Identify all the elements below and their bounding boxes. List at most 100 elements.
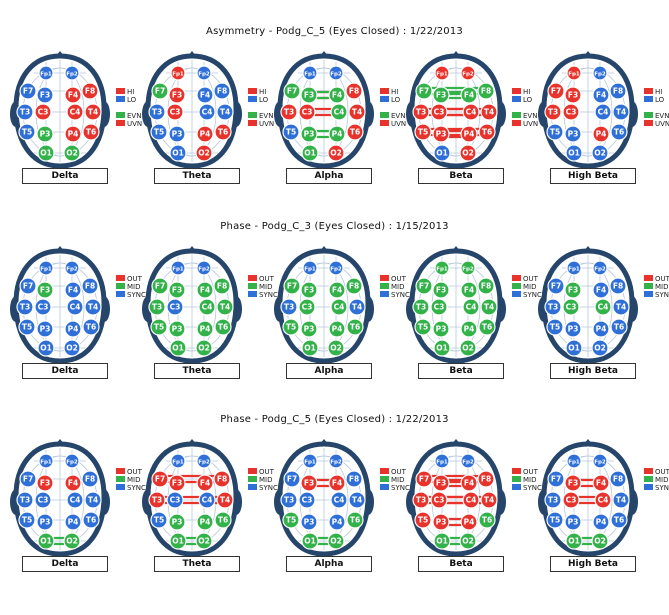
electrode-p4: P4	[592, 513, 610, 531]
svg-text:C3: C3	[566, 303, 577, 312]
legend-swatch	[380, 96, 389, 102]
electrode-p4: P4	[328, 513, 346, 531]
electrode-t6: T6	[610, 511, 628, 529]
svg-text:F8: F8	[349, 475, 359, 484]
electrode-fp2: Fp2	[592, 453, 608, 469]
svg-text:F3: F3	[436, 91, 446, 100]
svg-text:Fp2: Fp2	[330, 460, 342, 466]
electrode-t3: T3	[412, 103, 430, 121]
svg-text:T3: T3	[20, 303, 30, 312]
legend-swatch	[248, 120, 257, 126]
svg-text:C4: C4	[466, 303, 477, 312]
electrode-o1: O1	[433, 532, 451, 550]
svg-text:C4: C4	[598, 108, 609, 117]
legend-label: OUT	[127, 275, 142, 283]
electrode-f4: F4	[592, 281, 610, 299]
legend-item: MID	[512, 476, 537, 484]
svg-text:O2: O2	[462, 149, 474, 158]
electrode-fp1: Fp1	[38, 65, 54, 81]
svg-text:T5: T5	[22, 128, 32, 137]
electrode-f3: F3	[300, 281, 318, 299]
legend-label: HI	[259, 88, 267, 96]
band-label: Alpha	[286, 363, 372, 379]
svg-text:C4: C4	[202, 303, 213, 312]
electrode-c4: C4	[66, 298, 84, 316]
electrode-f8: F8	[609, 470, 627, 488]
svg-text:O2: O2	[330, 344, 342, 353]
svg-text:Fp2: Fp2	[594, 460, 606, 466]
electrode-t6: T6	[82, 123, 100, 141]
svg-text:O1: O1	[436, 344, 448, 353]
svg-text:P4: P4	[68, 518, 79, 527]
electrode-fp1: Fp1	[38, 453, 54, 469]
legend-label: SYNC	[655, 484, 669, 492]
svg-text:F4: F4	[68, 286, 78, 295]
electrode-fp2: Fp2	[196, 65, 212, 81]
electrode-c4: C4	[462, 103, 480, 121]
svg-text:F4: F4	[332, 286, 342, 295]
svg-text:C3: C3	[38, 303, 49, 312]
section-title: Phase - Podg_C_5 (Eyes Closed) : 1/22/20…	[220, 414, 449, 425]
svg-text:T5: T5	[418, 128, 428, 137]
svg-text:P4: P4	[68, 325, 79, 334]
svg-text:T5: T5	[418, 516, 428, 525]
electrode-f7: F7	[151, 277, 169, 295]
svg-text:P3: P3	[172, 325, 183, 334]
svg-text:T3: T3	[416, 496, 426, 505]
electrode-f3: F3	[36, 474, 54, 492]
electrode-t5: T5	[282, 511, 300, 529]
head-map-alpha: Fp1 Fp2 F7 F3 F4 F8 T3 C3 C4 T4 T5 P3 P4 T6 O1 O2 HI LO EV…	[272, 40, 406, 190]
svg-text:C4: C4	[202, 108, 213, 117]
electrode-f8: F8	[345, 277, 363, 295]
svg-text:P4: P4	[332, 130, 343, 139]
electrode-t4: T4	[84, 103, 102, 121]
head-diagram: Fp1 Fp2 F7 F3 F4 F8 T3 C3 C4 T4 T5 P3 P4 T6 O1 O2	[274, 439, 374, 556]
legend-item: SYNC	[380, 484, 410, 492]
svg-text:Fp1: Fp1	[40, 460, 52, 466]
legend-label: SYNC	[127, 484, 146, 492]
electrode-f3: F3	[168, 86, 186, 104]
electrode-t3: T3	[16, 298, 34, 316]
svg-text:Fp2: Fp2	[66, 460, 78, 466]
svg-text:T4: T4	[220, 108, 230, 117]
electrode-p4: P4	[592, 320, 610, 338]
svg-text:F4: F4	[332, 479, 342, 488]
electrode-t5: T5	[282, 123, 300, 141]
electrode-t6: T6	[214, 318, 232, 336]
electrode-fp1: Fp1	[38, 260, 54, 276]
electrode-fp2: Fp2	[328, 260, 344, 276]
svg-text:T4: T4	[352, 303, 362, 312]
electrode-t3: T3	[280, 103, 298, 121]
electrode-fp2: Fp2	[592, 260, 608, 276]
svg-text:F4: F4	[464, 479, 474, 488]
electrode-o2: O2	[63, 532, 81, 550]
svg-text:Fp2: Fp2	[198, 267, 210, 273]
electrode-f3: F3	[300, 474, 318, 492]
legend-swatch	[644, 112, 653, 118]
svg-text:T4: T4	[220, 303, 230, 312]
electrode-f4: F4	[64, 281, 82, 299]
electrode-o2: O2	[327, 532, 345, 550]
electrode-c3: C3	[34, 491, 52, 509]
electrode-t6: T6	[478, 318, 496, 336]
svg-text:F3: F3	[568, 91, 578, 100]
svg-text:T5: T5	[286, 516, 296, 525]
legend-swatch	[512, 88, 521, 94]
electrode-f7: F7	[415, 470, 433, 488]
electrode-t4: T4	[612, 103, 630, 121]
legend-label: OUT	[259, 468, 274, 476]
legend-swatch	[512, 275, 521, 281]
legend-label: LO	[127, 96, 137, 104]
electrode-p3: P3	[300, 513, 318, 531]
legend-label: MID	[391, 283, 405, 291]
electrode-fp2: Fp2	[328, 65, 344, 81]
electrode-f4: F4	[460, 86, 478, 104]
electrode-o2: O2	[195, 144, 213, 162]
svg-text:Fp2: Fp2	[198, 460, 210, 466]
svg-text:C4: C4	[598, 496, 609, 505]
svg-text:T3: T3	[284, 108, 294, 117]
legend-swatch	[644, 468, 653, 474]
svg-text:C3: C3	[434, 108, 445, 117]
electrode-c4: C4	[594, 103, 612, 121]
